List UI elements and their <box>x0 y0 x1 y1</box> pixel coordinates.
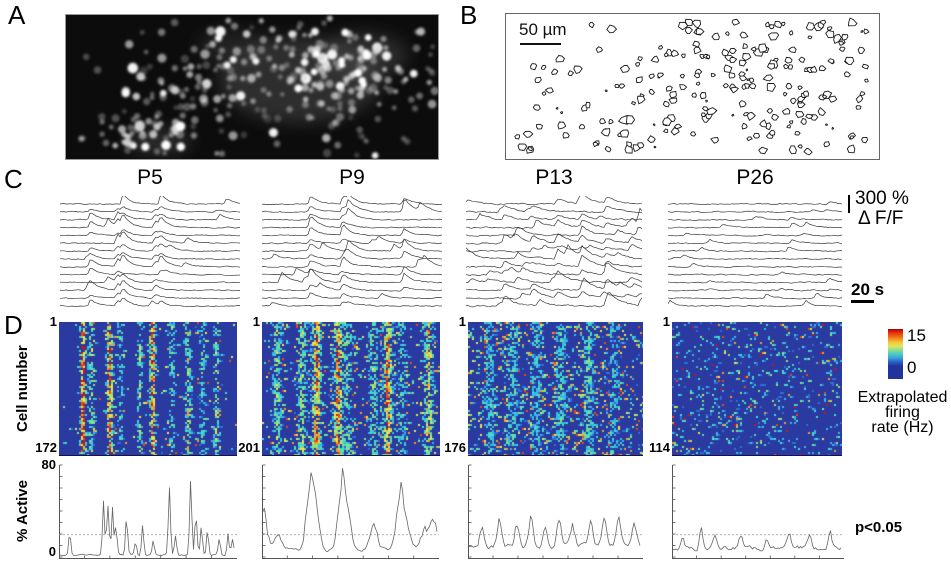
heatmap-p5 <box>59 322 237 456</box>
first-cell-label-p9: 1 <box>252 314 260 329</box>
colorbar-caption: Extrapolated firing rate (Hz) <box>854 389 951 436</box>
colorbar-caption-line1: Extrapolated <box>857 389 948 406</box>
cell-count-p26: 114 <box>649 440 670 455</box>
percent-active-max: 80 <box>41 457 56 472</box>
traces-p26 <box>667 196 843 310</box>
active-plot-p9 <box>262 464 439 559</box>
panel-d-label: D <box>4 310 23 340</box>
panel-a-label: A <box>8 0 26 30</box>
active-plot-p26 <box>672 464 844 559</box>
scale-bar <box>520 43 561 45</box>
first-cell-label-p5: 1 <box>49 314 57 329</box>
active-plot-p13 <box>468 464 643 559</box>
panel-b-roi-outline-map: 50 µm <box>505 13 880 160</box>
active-plot-p5 <box>59 464 237 559</box>
significance-label: p<0.05 <box>855 519 903 536</box>
colorbar-caption-line3: rate (Hz) <box>871 419 934 436</box>
panel-a-fluorescence-image <box>65 14 439 160</box>
age-title-p26: P26 <box>736 166 774 189</box>
cell-number-axis-label: Cell number <box>14 345 31 432</box>
amplitude-scale-unit: Δ F/F <box>858 208 904 229</box>
time-scale-value: 20 s <box>851 280 885 299</box>
cell-count-p13: 176 <box>444 440 466 455</box>
traces-p13 <box>465 192 643 310</box>
colorbar-caption-line2: firing <box>885 404 920 421</box>
time-scale-bar <box>851 300 874 303</box>
panel-b-label: B <box>460 0 478 30</box>
colorbar-min-label: 0 <box>907 358 917 377</box>
heatmap-p9 <box>262 322 440 456</box>
traces-p5 <box>59 194 241 310</box>
colorbar-max-label: 15 <box>907 326 926 345</box>
first-cell-label-p26: 1 <box>662 314 670 329</box>
colorbar <box>888 329 903 379</box>
amplitude-scale-value: 300 % <box>855 188 909 209</box>
percent-active-min: 0 <box>48 544 56 559</box>
heatmap-p13 <box>468 322 643 456</box>
panel-c-label: C <box>4 164 23 194</box>
amplitude-scale-bar <box>848 195 850 213</box>
cell-count-p9: 201 <box>238 440 260 455</box>
heatmap-p26 <box>672 322 842 456</box>
first-cell-label-p13: 1 <box>458 314 466 329</box>
age-title-p5: P5 <box>137 166 163 189</box>
age-title-p9: P9 <box>339 166 365 189</box>
scale-bar-label: 50 µm <box>519 20 567 39</box>
traces-p9 <box>261 194 443 310</box>
cell-count-p5: 172 <box>35 440 57 455</box>
age-title-p13: P13 <box>535 166 573 189</box>
